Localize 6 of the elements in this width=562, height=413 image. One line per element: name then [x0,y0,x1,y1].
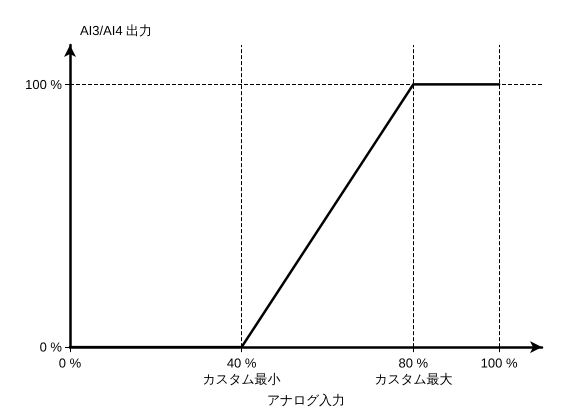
x-tick-label: 40 % カスタム最小 [202,356,281,387]
x-axis-title: アナログ入力 [267,392,345,408]
x-tick-label: 100 % [480,356,518,371]
y-axis-title: AI3/AI4 出力 [80,23,152,38]
x-tick-label: 0 % [58,356,82,371]
x-tick-label: 80 % カスタム最大 [374,356,452,387]
